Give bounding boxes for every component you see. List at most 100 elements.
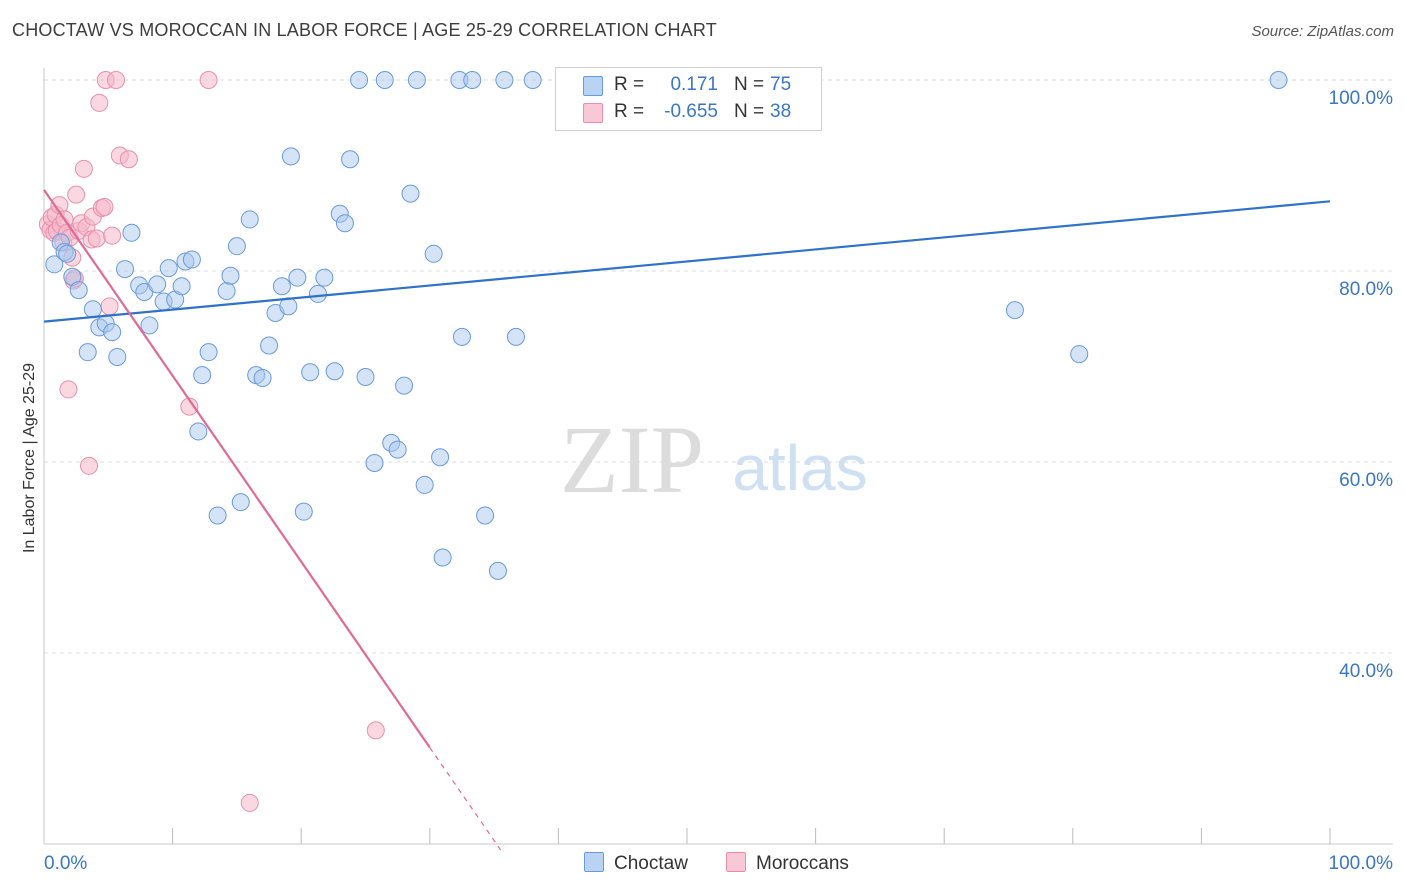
choctaw-swatch bbox=[584, 852, 604, 872]
choctaw-point bbox=[433, 548, 452, 567]
choctaw-point bbox=[308, 284, 327, 303]
moroccan-point bbox=[240, 793, 259, 812]
choctaw-point bbox=[301, 363, 320, 382]
series-legend: Choctaw Moroccans bbox=[0, 852, 1406, 876]
choctaw-point bbox=[221, 266, 240, 285]
source-label: Source: ZipAtlas.com bbox=[1251, 23, 1394, 40]
watermark-zip: ZIP bbox=[560, 406, 704, 513]
moroccan-swatch bbox=[583, 103, 603, 123]
axes bbox=[43, 68, 1393, 845]
r-label: R = bbox=[614, 101, 645, 122]
choctaw-point bbox=[395, 376, 414, 395]
choctaw-point bbox=[193, 366, 212, 385]
choctaw-point bbox=[281, 147, 300, 166]
moroccan-point bbox=[107, 71, 126, 89]
choctaw-point bbox=[523, 71, 542, 89]
moroccan-point bbox=[90, 93, 109, 112]
moroccan-point bbox=[103, 226, 122, 245]
choctaw-point bbox=[272, 277, 291, 296]
choctaw-point bbox=[506, 327, 525, 346]
moroccan-point bbox=[59, 380, 78, 399]
y-tick-label: 40.0% bbox=[1339, 661, 1393, 682]
choctaw-point bbox=[495, 71, 514, 89]
moroccan-point bbox=[67, 185, 86, 204]
moroccan-point bbox=[199, 71, 218, 89]
moroccan-swatch bbox=[726, 852, 746, 872]
choctaw-point bbox=[189, 422, 208, 441]
watermark-atlas: atlas bbox=[732, 432, 867, 504]
choctaw-point bbox=[488, 561, 507, 580]
choctaw-point bbox=[350, 71, 369, 89]
choctaw-point bbox=[365, 453, 384, 472]
choctaw-point bbox=[83, 300, 102, 319]
legend-item-choctaw[interactable]: Choctaw bbox=[584, 852, 688, 875]
choctaw-trend-line bbox=[43, 200, 1331, 323]
moroccan-point bbox=[74, 159, 93, 178]
r-value: -0.655 bbox=[664, 101, 718, 122]
y-tick-label: 100.0% bbox=[1329, 88, 1394, 109]
choctaw-point bbox=[1070, 345, 1089, 364]
n-value: 38 bbox=[770, 101, 792, 122]
moroccan-point bbox=[100, 297, 119, 316]
moroccan-point bbox=[80, 456, 99, 475]
choctaw-point bbox=[415, 475, 434, 494]
choctaw-point bbox=[122, 223, 141, 242]
y-tick-label: 60.0% bbox=[1339, 470, 1393, 491]
moroccan-trend-extension bbox=[429, 747, 502, 851]
y-tick-label: 80.0% bbox=[1339, 279, 1393, 300]
x-tick-label: 100.0% bbox=[1329, 853, 1394, 874]
choctaw-point bbox=[140, 316, 159, 335]
choctaw-point bbox=[463, 71, 482, 89]
choctaw-point bbox=[260, 336, 279, 355]
choctaw-point bbox=[452, 327, 471, 346]
choctaw-point bbox=[1005, 301, 1024, 320]
choctaw-point bbox=[388, 440, 407, 459]
choctaw-point bbox=[335, 214, 354, 233]
choctaw-point bbox=[45, 255, 64, 274]
choctaw-point bbox=[148, 275, 167, 294]
legend-item-moroccans[interactable]: Moroccans bbox=[726, 852, 849, 875]
legend-label-moroccans: Moroccans bbox=[756, 853, 849, 874]
r-label: R = bbox=[614, 74, 645, 95]
x-tick-label: 0.0% bbox=[44, 853, 87, 874]
choctaw-point bbox=[431, 448, 450, 467]
gridlines bbox=[44, 79, 1393, 654]
moroccan-point bbox=[119, 150, 138, 169]
choctaw-point bbox=[356, 368, 375, 387]
choctaw-point bbox=[231, 493, 250, 512]
n-label: N = bbox=[734, 101, 765, 122]
moroccan-trend-line bbox=[43, 189, 431, 749]
choctaw-point bbox=[78, 343, 97, 362]
tick-labels: 40.0% 60.0% 80.0% 100.0% 0.0% 100.0% bbox=[44, 88, 1393, 874]
choctaw-point bbox=[103, 323, 122, 342]
choctaw-point bbox=[407, 71, 426, 89]
choctaw-point bbox=[315, 268, 334, 287]
trend-lines bbox=[43, 189, 1331, 851]
moroccan-point bbox=[87, 229, 106, 248]
choctaw-point bbox=[288, 268, 307, 287]
choctaw-point bbox=[341, 150, 360, 169]
choctaw-point bbox=[294, 502, 313, 521]
r-value: 0.171 bbox=[670, 74, 718, 95]
choctaw-point bbox=[58, 244, 77, 263]
choctaw-point bbox=[69, 281, 88, 300]
legend-label-choctaw: Choctaw bbox=[614, 853, 688, 874]
stats-legend: R = 0.171 N = 75 R = -0.655 N = 38 bbox=[555, 67, 822, 131]
choctaw-point bbox=[116, 260, 135, 279]
choctaw-point bbox=[199, 343, 218, 362]
choctaw-swatch bbox=[583, 76, 603, 96]
choctaw-point bbox=[325, 362, 344, 381]
moroccan-point bbox=[95, 198, 114, 217]
moroccan-points bbox=[38, 71, 385, 812]
choctaw-point bbox=[159, 259, 178, 278]
choctaw-point bbox=[1269, 71, 1288, 89]
choctaw-point bbox=[227, 237, 246, 256]
choctaw-point bbox=[375, 71, 394, 89]
choctaw-point bbox=[240, 210, 259, 229]
zipatlas-watermark: ZIP atlas bbox=[560, 406, 868, 513]
moroccan-point bbox=[366, 721, 385, 740]
choctaw-point bbox=[476, 506, 495, 525]
choctaw-point bbox=[424, 244, 443, 263]
n-value: 75 bbox=[770, 74, 792, 95]
